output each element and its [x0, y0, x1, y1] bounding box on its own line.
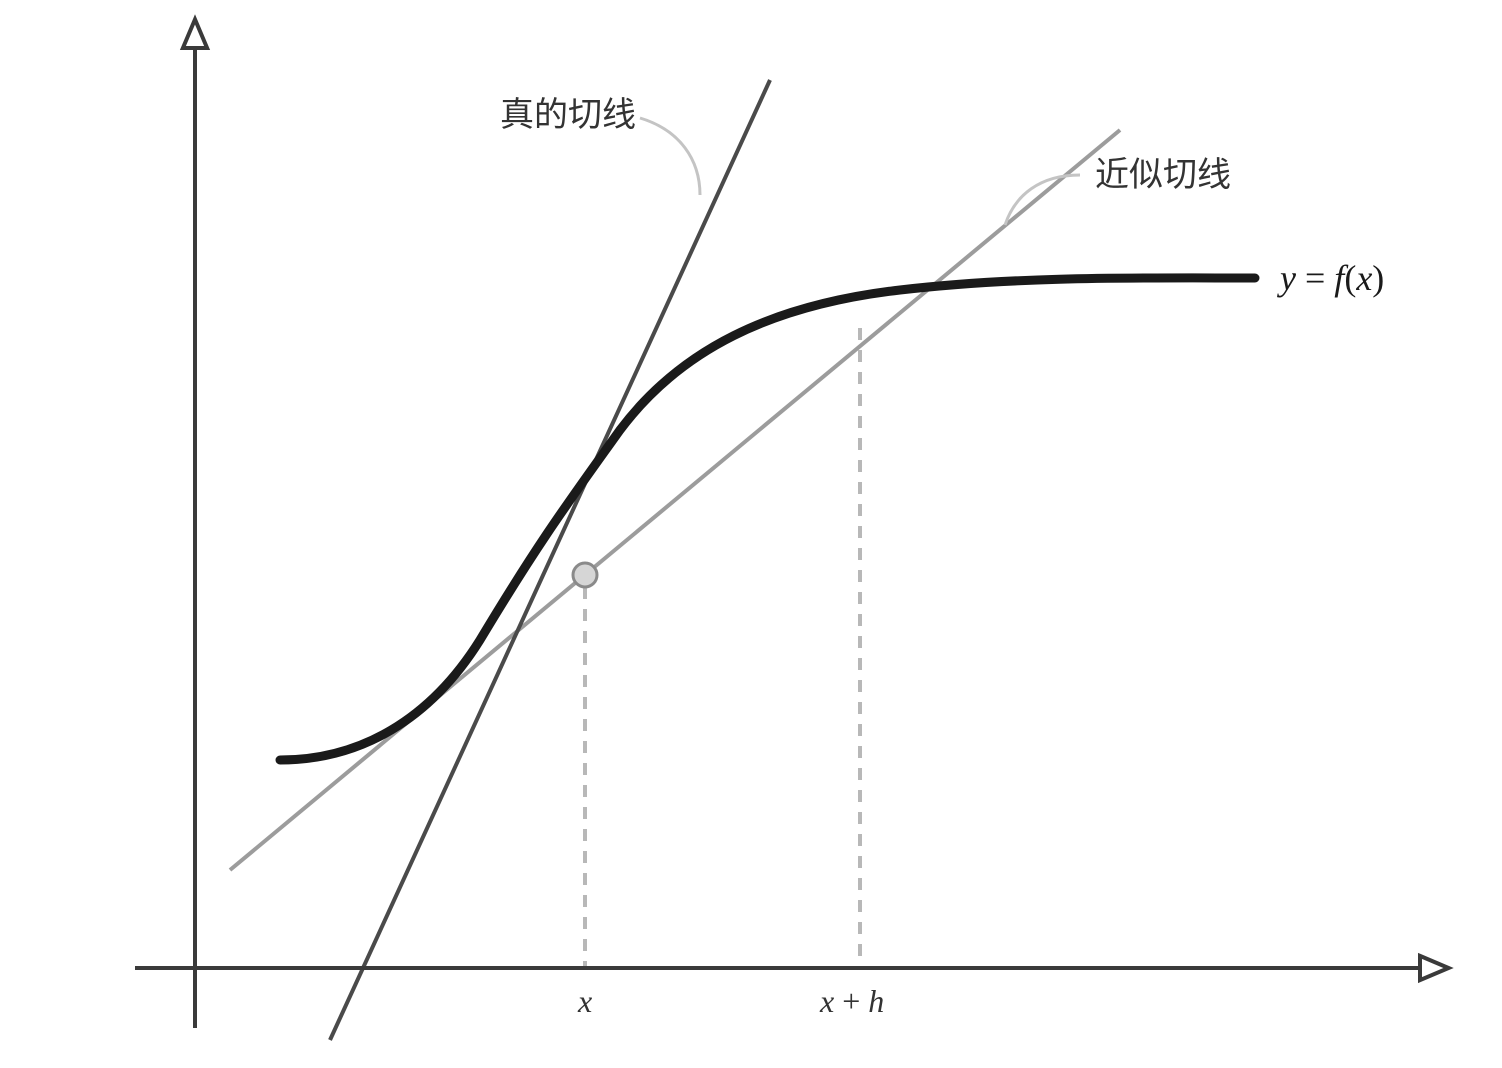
xh-tick-label: x + h [819, 983, 884, 1019]
x-arrowhead-icon [1420, 956, 1449, 980]
x-tick-label: x [577, 983, 592, 1019]
xh-h: h [868, 983, 884, 1019]
function-label: y = f(x) [1277, 258, 1384, 298]
func-x: x [1355, 258, 1372, 298]
function-curve [280, 278, 1255, 760]
func-y: y [1277, 258, 1296, 298]
xh-x: x [819, 983, 834, 1019]
y-arrowhead-icon [183, 19, 207, 48]
axes [135, 19, 1449, 1028]
true-tangent-label: 真的切线 [500, 96, 636, 134]
func-paren-open: ( [1344, 258, 1356, 298]
func-eq: = [1296, 258, 1334, 298]
approx-tangent-label: 近似切线 [1095, 156, 1231, 194]
xh-plus: + [834, 983, 868, 1019]
leader-true-tangent [640, 118, 700, 195]
tangent-diagram: 真的切线 近似切线 y = f(x) x x + h [0, 0, 1502, 1068]
tangent-point [573, 563, 597, 587]
func-paren-close: ) [1372, 258, 1384, 298]
secant-line [230, 130, 1120, 870]
true-tangent-line [330, 80, 770, 1040]
